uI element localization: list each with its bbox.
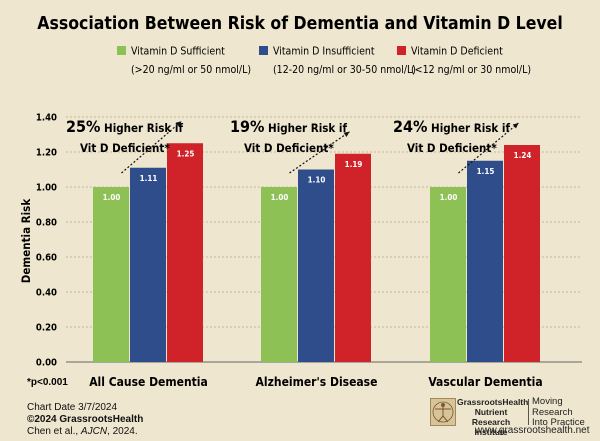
bar	[130, 167, 166, 362]
annotation-line2: Vit D Deficient*	[80, 141, 170, 155]
legend-swatch	[259, 46, 268, 55]
bar	[261, 187, 297, 362]
legend-detail: (<12 ng/ml or 30 nmol/L)	[411, 64, 531, 76]
bar	[93, 187, 129, 362]
bar-value-label: 1.10	[308, 176, 326, 185]
bar	[504, 145, 540, 362]
legend-entry: Vitamin D Sufficient	[131, 46, 225, 58]
risk-annotation: 25% Higher Risk if Vit D Deficient*	[66, 117, 183, 174]
bar-value-label: 1.25	[177, 149, 195, 158]
risk-annotation: 19% Higher Risk if Vit D Deficient*	[230, 117, 350, 174]
legend: Vitamin D Sufficient (>20 ng/ml or 50 nmo…	[117, 46, 531, 76]
legend-swatch	[117, 46, 126, 55]
y-axis-ticks: 0.00 0.20 0.40 0.60 0.80 1.00 1.20 1.40	[36, 113, 57, 369]
x-tick-label: All Cause Dementia	[89, 375, 208, 389]
chart-title: Association Between Risk of Dementia and…	[37, 14, 562, 34]
x-tick-label: Vascular Dementia	[428, 375, 542, 389]
bar	[167, 143, 203, 362]
annotation-line1: 24% Higher Risk if	[393, 117, 510, 136]
y-tick-label: 0.80	[36, 218, 57, 229]
annotation-arrow	[121, 120, 182, 174]
annotation-arrow	[458, 122, 519, 174]
logo-url: www.grassrootshealth.net	[475, 425, 590, 436]
y-tick-label: 0.00	[36, 358, 57, 369]
logo-divider	[528, 399, 529, 425]
annotation-line2: Vit D Deficient*	[407, 141, 497, 155]
footer: Chart Date 3/7/2024 ©2024 GrassrootsHeal…	[27, 402, 143, 438]
y-tick-label: 1.40	[36, 113, 57, 124]
footnote: *p<0.001	[27, 377, 68, 388]
y-axis-label: Dementia Risk	[19, 198, 33, 284]
annotation-line1: 19% Higher Risk if	[230, 117, 347, 136]
bar-value-label: 1.24	[514, 151, 532, 160]
legend-detail: (12-20 ng/ml or 30-50 nmol/L)	[273, 64, 416, 76]
bar-value-label: 1.00	[440, 193, 458, 202]
bar-value-label: 1.00	[103, 193, 121, 202]
bar-value-label: 1.00	[271, 193, 289, 202]
annotation-line1: 25% Higher Risk if	[66, 117, 183, 136]
bar	[467, 160, 503, 362]
bar-value-label: 1.15	[477, 167, 495, 176]
bar	[298, 169, 334, 362]
legend-swatch	[397, 46, 406, 55]
y-tick-label: 0.20	[36, 323, 57, 334]
grassroots-logo: GrassrootsHealth Nutrient Research Insti…	[427, 396, 597, 437]
x-axis-labels: All Cause Dementia Alzheimer's Disease Vas…	[89, 375, 542, 389]
annotation-line2: Vit D Deficient*	[244, 141, 334, 155]
legend-entry: Vitamin D Insufficient	[273, 46, 375, 58]
chart-date: Chart Date 3/7/2024	[27, 402, 118, 413]
bar	[335, 153, 371, 362]
citation: Chen et al., AJCN, 2024.	[27, 426, 138, 437]
bar	[430, 187, 466, 362]
legend-entry: Vitamin D Deficient	[411, 46, 503, 58]
legend-detail: (>20 ng/ml or 50 nmol/L)	[131, 64, 251, 76]
arrow-head	[512, 123, 519, 129]
arrow-head	[343, 131, 350, 137]
y-tick-label: 0.40	[36, 288, 57, 299]
bars: 1.00 1.11 1.25 1.00 1.10 1.19 1.00 1.15 1.24	[93, 143, 540, 362]
y-tick-label: 0.60	[36, 253, 57, 264]
arrow-head	[175, 121, 182, 127]
annotation-arrow	[289, 131, 350, 174]
risk-annotation: 24% Higher Risk if Vit D Deficient*	[393, 117, 519, 174]
vitruvian-man-icon	[430, 398, 456, 426]
copyright: ©2024 GrassrootsHealth	[27, 414, 144, 425]
y-tick-label: 1.20	[36, 148, 57, 159]
logo-tagline: Moving Research Into Practice	[532, 396, 585, 428]
y-tick-label: 1.00	[36, 183, 57, 194]
bar-value-label: 1.19	[345, 160, 363, 169]
logo-org-name: GrassrootsHealth Nutrient Research Insti…	[457, 397, 529, 437]
x-tick-label: Alzheimer's Disease	[256, 375, 378, 389]
bar-value-label: 1.11	[140, 174, 158, 183]
